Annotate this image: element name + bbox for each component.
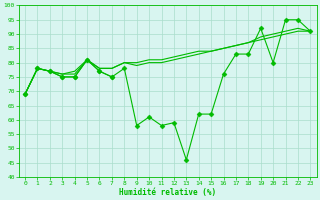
X-axis label: Humidité relative (%): Humidité relative (%): [119, 188, 216, 197]
